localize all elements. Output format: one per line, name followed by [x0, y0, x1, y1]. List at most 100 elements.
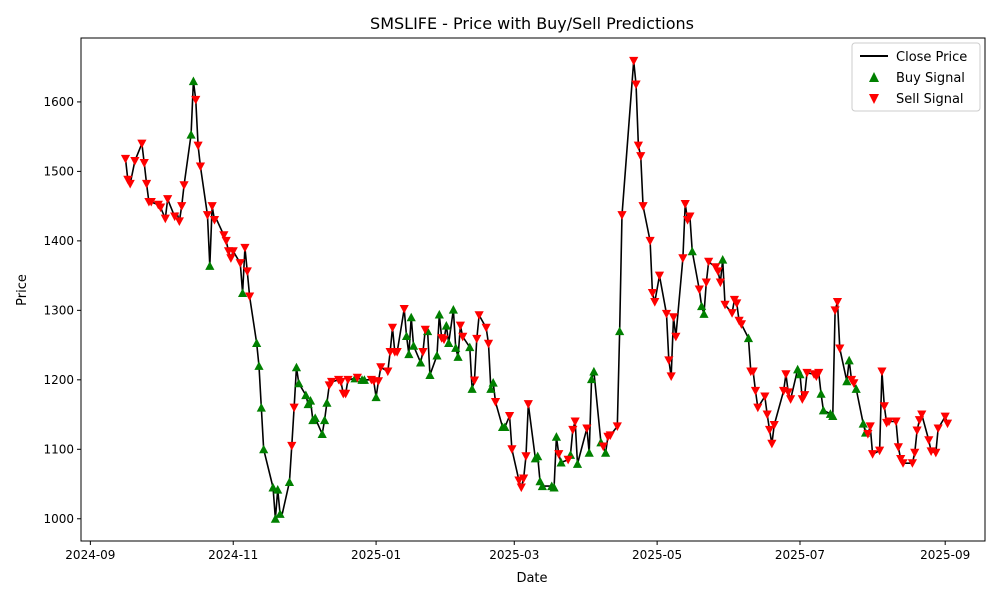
x-tick-label-3: 2025-03 [489, 548, 539, 562]
buy-signal-marker-0 [186, 129, 196, 139]
sell-signal-marker-105 [720, 300, 730, 310]
buy-signal-marker-29 [406, 312, 416, 322]
sell-signal-marker-92 [666, 372, 676, 381]
sell-signal-marker-86 [645, 236, 655, 246]
y-tick-label-6: 1600 [43, 95, 74, 109]
buy-signal-marker-46 [500, 422, 510, 432]
legend-box [851, 42, 981, 112]
buy-signal-marker-7 [259, 444, 269, 454]
buy-signal-marker-37 [444, 338, 454, 347]
sell-signal-marker-115 [760, 392, 770, 402]
buy-signal-marker-66 [718, 255, 728, 264]
sell-signal-marker-100 [701, 278, 711, 288]
x-axis: 2024-09 2024-11 2025-01 2025-03 2025-05 2025-… [65, 541, 970, 562]
legend-label-sell: Sell Signal [896, 92, 964, 107]
sell-signal-marker-75 [582, 424, 592, 434]
x-tick-label-2: 2025-01 [351, 548, 401, 562]
sell-signal-marker-0 [120, 154, 131, 164]
sell-signal-marker-101 [704, 257, 714, 267]
sell-signal-marker-83 [633, 141, 643, 151]
sell-signal-marker-19 [195, 162, 206, 172]
buy-signal-marker-3 [237, 288, 248, 297]
buy-signal-marker-2 [205, 261, 215, 270]
sell-signal-marker-139 [877, 367, 887, 377]
sell-signal-marker-147 [907, 459, 917, 468]
buy-signal-marker-77 [858, 418, 868, 428]
buy-signal-marker-67 [743, 333, 754, 343]
sell-signal-marker-121 [781, 370, 791, 379]
sell-signal-marker-20 [202, 211, 213, 220]
y-tick-label-3: 1300 [43, 303, 74, 317]
buy-signal-marker-76 [851, 384, 861, 393]
sell-signal-marker-80 [617, 211, 627, 220]
sell-signal-marker-103 [713, 267, 723, 277]
sell-signal-marker-57 [458, 332, 468, 342]
chart-title: SMSLIFE - Price with Buy/Sell Prediction… [370, 14, 694, 33]
sell-signal-marker-108 [732, 299, 742, 308]
sell-signal-marker-62 [483, 339, 494, 349]
sell-signal-marker-29 [240, 243, 250, 253]
buy-signal-marker-73 [828, 411, 838, 420]
sell-signal-marker-104 [715, 278, 725, 288]
buy-signal-marker-69 [795, 369, 805, 379]
buy-signal-marker-12 [284, 477, 295, 486]
sell-signal-marker-71 [554, 450, 564, 459]
buy-signal-marker-9 [270, 514, 280, 523]
buy-signal-marker-54 [556, 457, 566, 467]
sell-signal-marker-30 [242, 267, 252, 277]
buy-signal-marker-27 [401, 331, 412, 341]
buy-signal-marker-1 [188, 76, 199, 86]
legend-label-buy: Buy Signal [896, 71, 965, 86]
buy-signal-marker-71 [818, 405, 829, 415]
sell-signal-marker-116 [762, 410, 772, 420]
sell-signal-marker-151 [917, 410, 927, 420]
sell-signal-marker-156 [940, 412, 950, 422]
sell-signal-marker-142 [884, 417, 894, 427]
sell-signal-marker-91 [664, 356, 674, 365]
legend: Close Price Buy Signal Sell Signal [851, 42, 981, 112]
sell-signal-marker-123 [786, 395, 796, 404]
sell-signal-marker-41 [352, 373, 362, 383]
sell-signal-marker-28 [235, 259, 245, 268]
sell-signal-marker-61 [481, 323, 491, 333]
sell-signal-marker-125 [800, 391, 810, 400]
buy-signal-marker-44 [488, 377, 498, 387]
buy-signal-marker-40 [453, 352, 463, 361]
sell-signal-marker-81 [629, 56, 639, 66]
buy-signal-marker-6 [256, 403, 266, 412]
legend-sell-marker [869, 94, 879, 104]
sell-signal-marker-114 [753, 403, 763, 413]
buy-signal-marker-74 [842, 376, 852, 386]
sell-signal-marker-56 [455, 321, 465, 331]
buy-signal-marker-63 [687, 246, 697, 256]
sell-signal-marker-4 [137, 139, 147, 149]
sell-signal-marker-63 [490, 398, 501, 407]
sell-signal-marker-93 [668, 313, 679, 322]
sell-signal-marker-24 [221, 236, 231, 246]
sell-signal-marker-12 [163, 195, 173, 204]
buy-signal-marker-43 [486, 384, 496, 393]
x-tick-label-0: 2024-09 [65, 548, 115, 562]
buy-signal-marker-62 [615, 326, 625, 336]
sell-signal-marker-119 [769, 420, 779, 430]
sell-signal-marker-69 [521, 452, 531, 461]
y-tick-label-5: 1500 [43, 164, 74, 178]
sell-signal-marker-26 [226, 254, 236, 263]
sell-signal-marker-23 [219, 231, 229, 240]
buy-signal-marker-53 [551, 432, 562, 441]
sell-signal-marker-14 [174, 217, 184, 227]
x-tick-label-6: 2025-09 [920, 548, 970, 562]
y-axis: 1000 1100 1200 1300 1400 1500 1600 [43, 95, 81, 526]
sell-signal-marker-21 [207, 202, 217, 211]
buy-signal-marker-15 [301, 390, 311, 400]
sell-signal-marker-73 [568, 425, 578, 435]
sell-signal-marker-60 [474, 311, 484, 320]
sell-signal-marker-122 [783, 388, 793, 397]
buy-signal-marker-13 [291, 362, 302, 372]
sell-signal-marker-44 [373, 377, 384, 386]
buy-signal-marker-26 [371, 392, 381, 402]
sell-signal-marker-157 [942, 419, 953, 429]
buy-signal-marker-41 [465, 342, 475, 352]
sell-signal-marker-117 [764, 425, 775, 435]
sell-signal-marker-40 [343, 375, 353, 385]
